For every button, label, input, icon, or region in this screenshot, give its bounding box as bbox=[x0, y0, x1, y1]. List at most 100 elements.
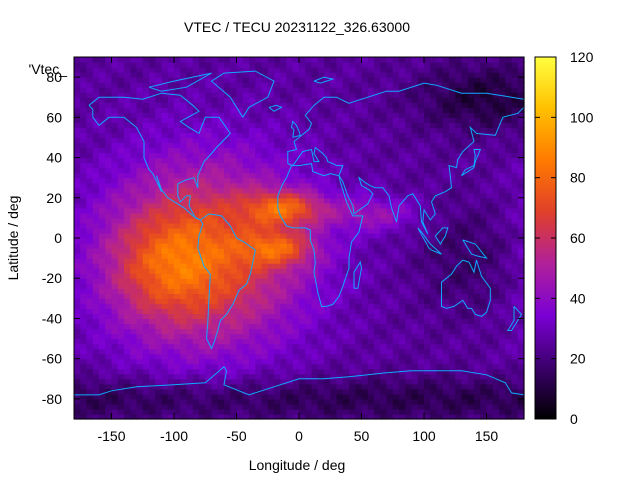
heatmap-cell bbox=[386, 313, 394, 320]
heatmap-cell bbox=[236, 323, 244, 330]
heatmap-cell bbox=[405, 197, 413, 204]
heatmap-cell bbox=[205, 117, 213, 123]
heatmap-cell bbox=[380, 258, 388, 264]
heatmap-cell bbox=[442, 308, 450, 315]
heatmap-cell bbox=[399, 343, 406, 350]
heatmap-cell bbox=[486, 107, 494, 113]
heatmap-cell bbox=[255, 333, 263, 340]
heatmap-cell bbox=[155, 127, 163, 134]
heatmap-cell bbox=[299, 258, 306, 264]
heatmap-cell bbox=[124, 323, 131, 330]
heatmap-cell bbox=[155, 67, 163, 73]
heatmap-cell bbox=[405, 293, 413, 299]
heatmap-cell bbox=[130, 393, 138, 400]
heatmap-cell bbox=[255, 217, 263, 224]
heatmap-cell bbox=[349, 258, 356, 264]
heatmap-cell bbox=[449, 313, 456, 320]
heatmap-cell bbox=[180, 147, 188, 154]
heatmap-cell bbox=[311, 167, 319, 174]
heatmap-cell bbox=[380, 117, 388, 123]
heatmap-cell bbox=[130, 323, 138, 330]
heatmap-cell bbox=[111, 182, 119, 189]
heatmap-cell bbox=[330, 232, 338, 239]
heatmap-cell bbox=[205, 92, 213, 98]
heatmap-cell bbox=[386, 368, 394, 375]
heatmap-cell bbox=[480, 107, 488, 113]
heatmap-cell bbox=[286, 318, 294, 325]
heatmap-cell bbox=[180, 217, 188, 224]
heatmap-cell bbox=[511, 132, 519, 139]
heatmap-cell bbox=[361, 72, 369, 78]
heatmap-cell bbox=[74, 368, 81, 375]
heatmap-cell bbox=[442, 127, 450, 134]
heatmap-cell bbox=[499, 398, 506, 405]
heatmap-cell bbox=[261, 283, 269, 289]
heatmap-cell bbox=[267, 147, 275, 154]
heatmap-cell bbox=[242, 398, 250, 405]
heatmap-cell bbox=[167, 238, 175, 244]
heatmap-cell bbox=[174, 222, 181, 229]
heatmap-cell bbox=[486, 197, 494, 204]
heatmap-cell bbox=[324, 82, 331, 88]
heatmap-cell bbox=[380, 413, 388, 420]
heatmap-cell bbox=[74, 142, 81, 149]
heatmap-cell bbox=[124, 358, 131, 365]
heatmap-cell bbox=[86, 378, 94, 385]
heatmap-cell bbox=[261, 102, 269, 108]
heatmap-cell bbox=[149, 413, 156, 420]
heatmap-cell bbox=[311, 363, 319, 370]
heatmap-cell bbox=[99, 197, 106, 204]
heatmap-cell bbox=[411, 82, 419, 88]
heatmap-cell bbox=[367, 333, 375, 340]
heatmap-cell bbox=[211, 383, 219, 390]
heatmap-cell bbox=[461, 353, 469, 360]
heatmap-cell bbox=[130, 77, 138, 83]
heatmap-cell bbox=[192, 273, 200, 279]
heatmap-cell bbox=[442, 253, 450, 259]
heatmap-cell bbox=[511, 217, 519, 224]
heatmap-cell bbox=[349, 217, 356, 224]
heatmap-cell bbox=[80, 393, 88, 400]
heatmap-cell bbox=[211, 318, 219, 325]
heatmap-cell bbox=[174, 413, 181, 420]
heatmap-cell bbox=[436, 217, 444, 224]
heatmap-cell bbox=[142, 248, 150, 254]
heatmap-cell bbox=[417, 152, 425, 159]
heatmap-cell bbox=[105, 92, 113, 98]
heatmap-cell bbox=[499, 107, 506, 113]
heatmap-cell bbox=[511, 248, 519, 254]
heatmap-cell bbox=[99, 378, 106, 385]
heatmap-cell bbox=[480, 363, 488, 370]
heatmap-cell bbox=[517, 217, 525, 224]
heatmap-cell bbox=[324, 328, 331, 335]
heatmap-cell bbox=[430, 142, 438, 149]
heatmap-cell bbox=[374, 353, 381, 360]
heatmap-cell bbox=[267, 157, 275, 164]
heatmap-cell bbox=[74, 197, 81, 204]
heatmap-cell bbox=[174, 132, 181, 139]
heatmap-cell bbox=[361, 217, 369, 224]
heatmap-cell bbox=[155, 147, 163, 154]
heatmap-cell bbox=[142, 147, 150, 154]
heatmap-cell bbox=[192, 283, 200, 289]
heatmap-cell bbox=[405, 102, 413, 108]
heatmap-cell bbox=[167, 408, 175, 415]
heatmap-cell bbox=[149, 112, 156, 118]
heatmap-cell bbox=[511, 328, 519, 335]
heatmap-cell bbox=[161, 207, 169, 214]
heatmap-cell bbox=[142, 368, 150, 375]
heatmap-cell bbox=[92, 263, 100, 269]
heatmap-cell bbox=[336, 358, 344, 365]
heatmap-cell bbox=[180, 222, 188, 229]
heatmap-cell bbox=[311, 192, 319, 199]
heatmap-cell bbox=[280, 303, 288, 309]
heatmap-cell bbox=[455, 318, 463, 325]
heatmap-cell bbox=[80, 177, 88, 184]
heatmap-cell bbox=[361, 303, 369, 309]
heatmap-cell bbox=[367, 162, 375, 169]
heatmap-cell bbox=[399, 308, 406, 315]
heatmap-cell bbox=[180, 298, 188, 304]
heatmap-cell bbox=[367, 308, 375, 315]
heatmap-cell bbox=[205, 323, 213, 330]
heatmap-cell bbox=[211, 348, 219, 355]
